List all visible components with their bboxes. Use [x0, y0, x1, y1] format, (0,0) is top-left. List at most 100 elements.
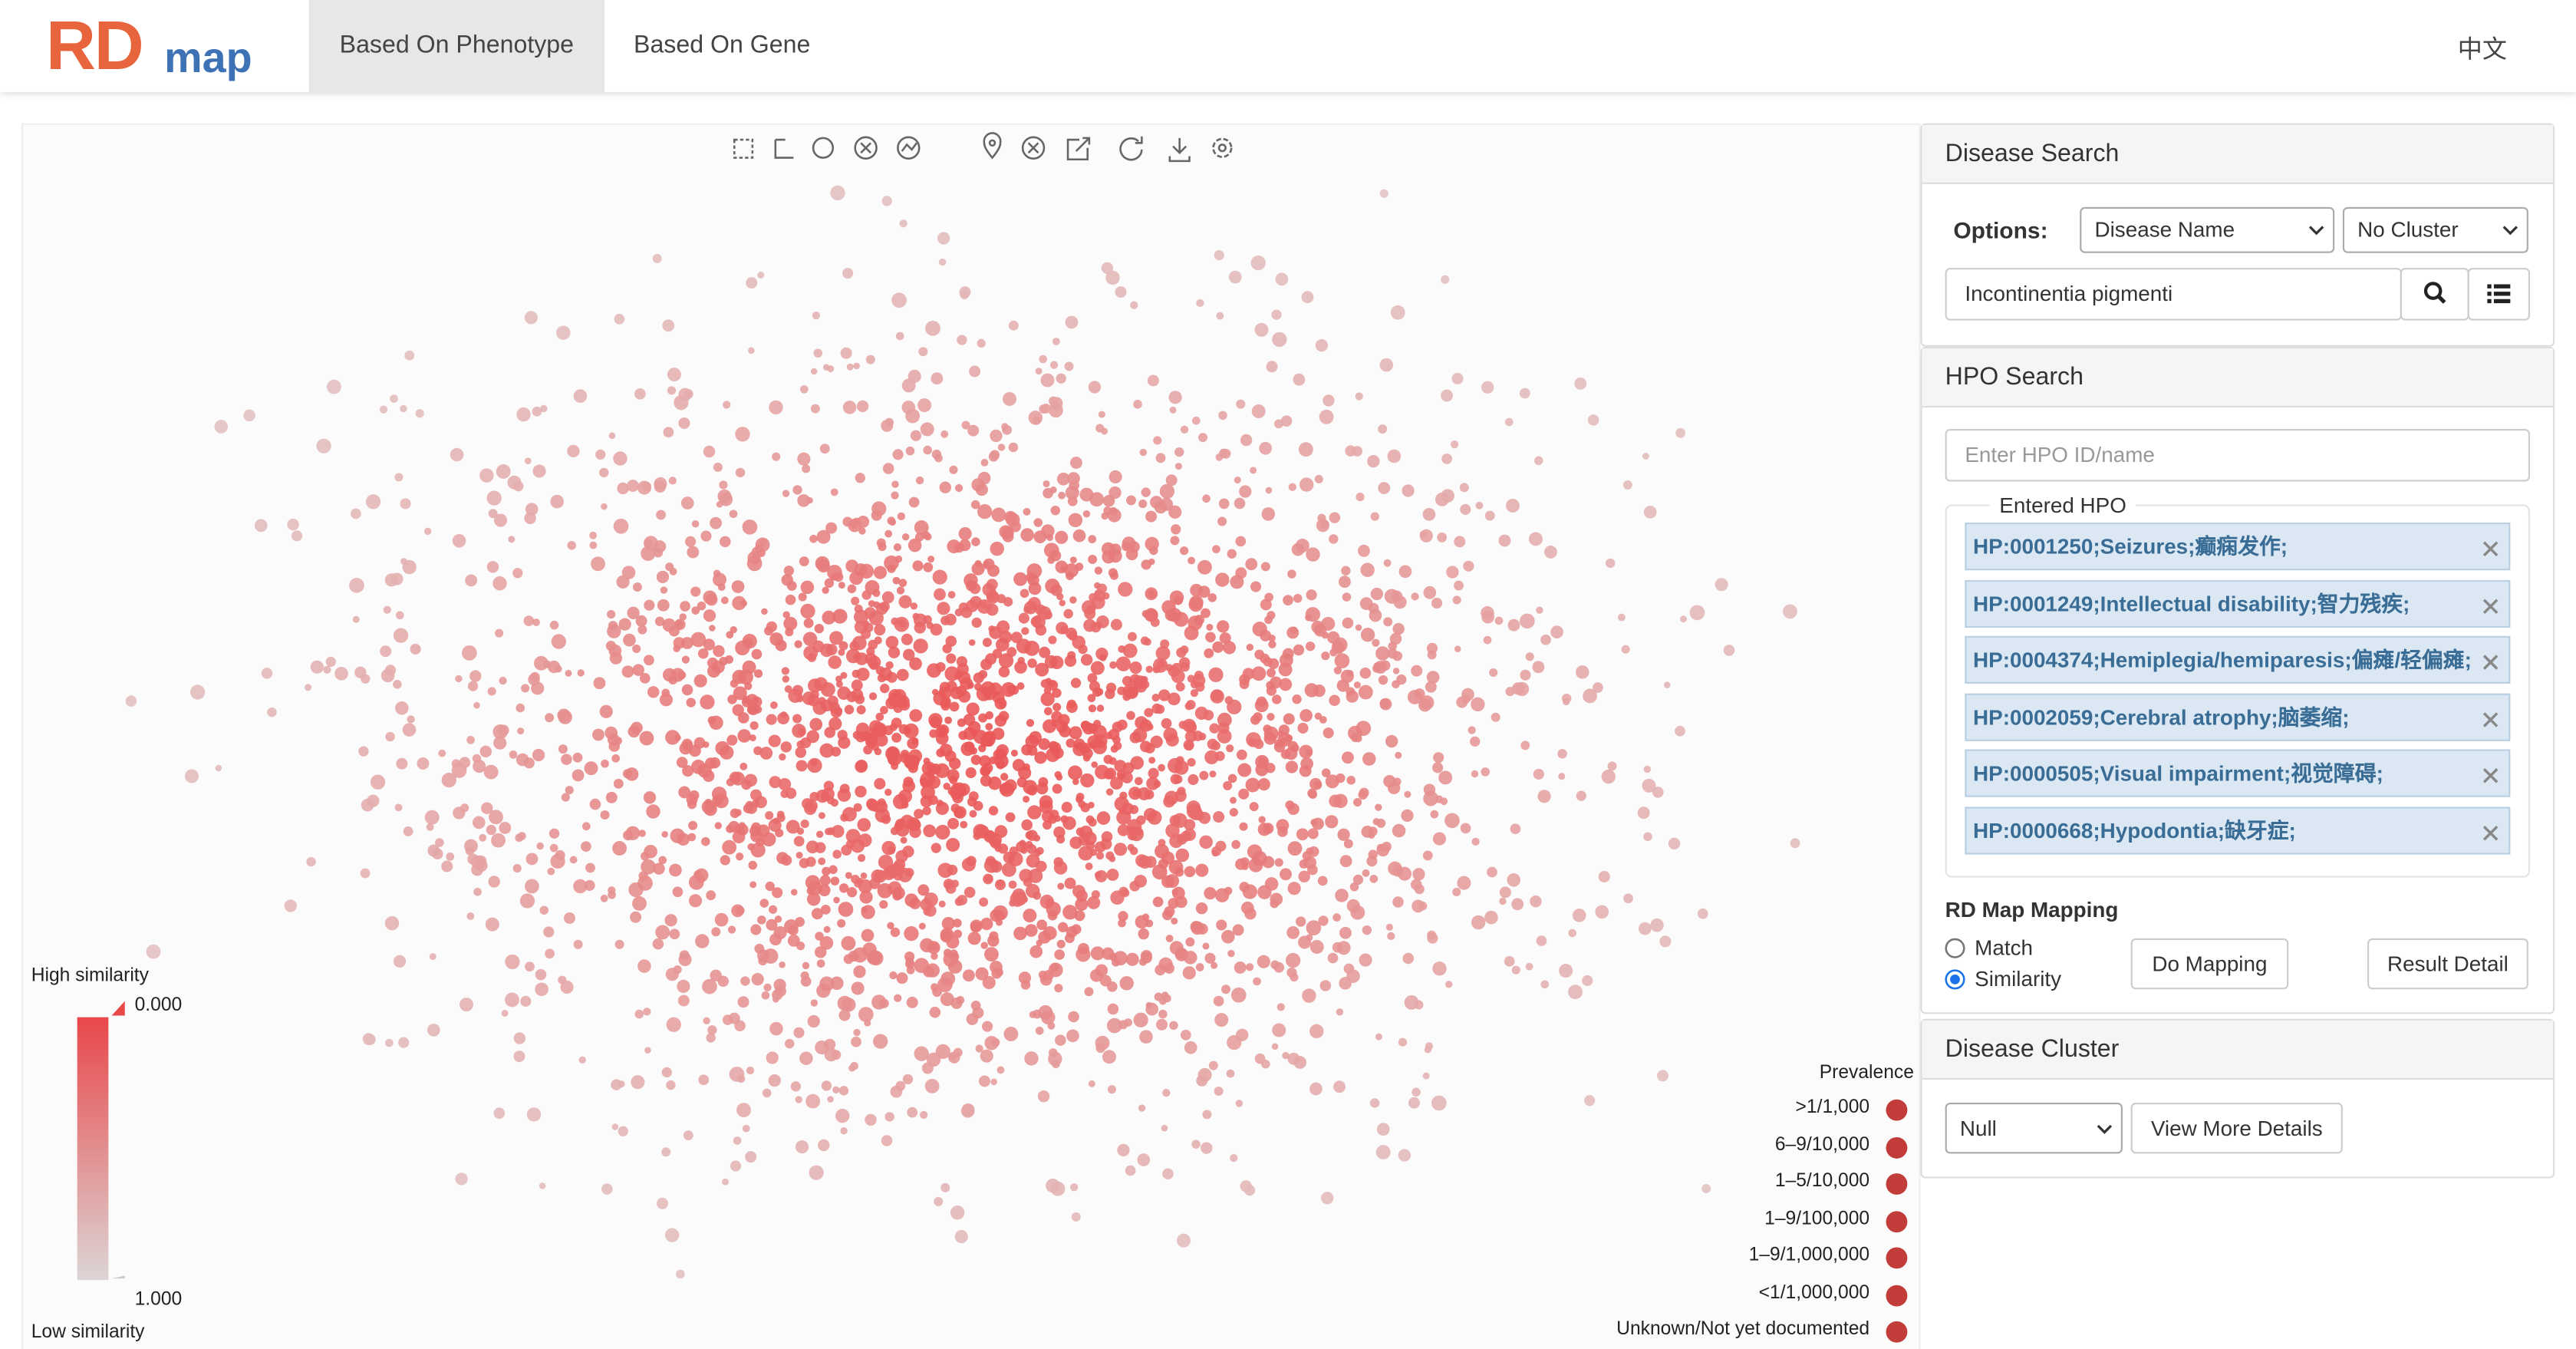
disease-dot[interactable] — [904, 755, 917, 770]
disease-dot[interactable] — [1206, 623, 1214, 631]
disease-dot[interactable] — [1440, 797, 1448, 806]
disease-dot[interactable] — [818, 1139, 830, 1152]
disease-dot[interactable] — [652, 938, 664, 950]
disease-dot[interactable] — [703, 609, 716, 622]
disease-dot[interactable] — [349, 577, 364, 593]
disease-dot[interactable] — [682, 765, 694, 777]
disease-dot[interactable] — [1418, 901, 1428, 911]
disease-dot[interactable] — [902, 1074, 914, 1085]
disease-dot[interactable] — [486, 824, 496, 836]
disease-dot[interactable] — [1430, 810, 1439, 819]
disease-dot[interactable] — [907, 1107, 918, 1118]
disease-dot[interactable] — [887, 922, 894, 930]
disease-dot[interactable] — [1318, 915, 1329, 926]
disease-dot[interactable] — [812, 312, 821, 320]
disease-dot[interactable] — [1052, 702, 1062, 712]
disease-dot[interactable] — [1298, 442, 1313, 457]
disease-dot[interactable] — [1339, 855, 1352, 868]
disease-dot[interactable] — [940, 615, 950, 625]
disease-dot[interactable] — [493, 736, 507, 750]
disease-dot[interactable] — [563, 912, 575, 924]
disease-dot[interactable] — [1321, 651, 1330, 661]
disease-dot[interactable] — [621, 566, 636, 579]
disease-dot[interactable] — [947, 787, 957, 796]
disease-dot[interactable] — [1036, 782, 1049, 795]
disease-dot[interactable] — [1141, 680, 1150, 689]
disease-dot[interactable] — [740, 762, 748, 770]
disease-dot[interactable] — [892, 886, 905, 900]
disease-dot[interactable] — [1132, 789, 1141, 797]
disease-dot[interactable] — [1358, 544, 1370, 557]
disease-dot[interactable] — [1056, 939, 1066, 948]
disease-dot[interactable] — [734, 809, 742, 816]
disease-dot[interactable] — [875, 734, 888, 747]
disease-dot[interactable] — [146, 944, 161, 959]
disease-dot[interactable] — [1234, 961, 1247, 974]
disease-dot[interactable] — [978, 1075, 990, 1087]
disease-dot[interactable] — [707, 1025, 717, 1035]
disease-dot[interactable] — [1319, 409, 1334, 424]
disease-dot[interactable] — [465, 846, 475, 856]
disease-dot[interactable] — [1076, 827, 1085, 836]
disease-dot[interactable] — [1583, 688, 1598, 704]
disease-dot[interactable] — [1162, 1168, 1174, 1180]
disease-dot[interactable] — [605, 641, 617, 651]
disease-dot[interactable] — [1133, 400, 1142, 409]
disease-dot[interactable] — [1576, 790, 1586, 801]
disease-dot[interactable] — [751, 648, 763, 660]
disease-dot[interactable] — [499, 676, 507, 685]
disease-dot[interactable] — [1165, 733, 1179, 747]
disease-dot[interactable] — [1092, 740, 1107, 754]
disease-dot[interactable] — [1010, 749, 1018, 757]
disease-dot[interactable] — [788, 688, 802, 703]
disease-dot[interactable] — [785, 628, 794, 637]
disease-dot[interactable] — [923, 907, 931, 916]
disease-dot[interactable] — [1027, 805, 1042, 820]
disease-dot[interactable] — [855, 473, 865, 483]
disease-dot[interactable] — [398, 1037, 410, 1048]
disease-dot[interactable] — [711, 787, 727, 802]
disease-dot[interactable] — [842, 806, 857, 822]
disease-dot[interactable] — [1040, 691, 1055, 707]
disease-dot[interactable] — [751, 696, 763, 707]
disease-dot[interactable] — [717, 975, 730, 988]
disease-dot[interactable] — [1118, 911, 1128, 922]
disease-dot[interactable] — [697, 648, 709, 659]
disease-dot[interactable] — [824, 1038, 836, 1051]
disease-dot[interactable] — [549, 843, 558, 853]
disease-dot[interactable] — [848, 1064, 856, 1072]
disease-dot[interactable] — [1419, 530, 1428, 539]
disease-dot[interactable] — [1164, 963, 1175, 974]
disease-dot[interactable] — [1231, 839, 1240, 849]
disease-dot[interactable] — [393, 628, 409, 643]
disease-dot[interactable] — [1159, 497, 1174, 511]
disease-dot[interactable] — [1307, 828, 1319, 839]
disease-dot[interactable] — [1216, 919, 1227, 931]
disease-dot[interactable] — [735, 853, 744, 861]
disease-dot[interactable] — [1239, 485, 1252, 498]
disease-dot[interactable] — [772, 989, 783, 1001]
disease-dot[interactable] — [601, 759, 609, 768]
disease-dot[interactable] — [1221, 929, 1235, 944]
disease-dot[interactable] — [1214, 1013, 1229, 1027]
disease-dot[interactable] — [323, 665, 331, 674]
disease-dot[interactable] — [1088, 704, 1097, 713]
disease-dot[interactable] — [835, 675, 842, 683]
disease-dot[interactable] — [1203, 710, 1214, 721]
disease-dot[interactable] — [1182, 966, 1196, 980]
disease-dot[interactable] — [1423, 790, 1438, 806]
disease-dot[interactable] — [917, 398, 932, 413]
disease-dot[interactable] — [701, 800, 716, 814]
disease-dot[interactable] — [1499, 897, 1507, 905]
disease-dot[interactable] — [914, 622, 926, 634]
disease-dot[interactable] — [1047, 910, 1058, 921]
disease-dot[interactable] — [1100, 838, 1112, 850]
disease-dot[interactable] — [395, 611, 404, 620]
disease-dot[interactable] — [720, 745, 734, 760]
disease-dot[interactable] — [656, 510, 666, 520]
radio[interactable] — [1943, 968, 1966, 991]
disease-dot[interactable] — [548, 828, 560, 839]
disease-dot[interactable] — [1092, 724, 1107, 739]
disease-dot[interactable] — [407, 715, 415, 724]
disease-dot[interactable] — [840, 671, 848, 679]
